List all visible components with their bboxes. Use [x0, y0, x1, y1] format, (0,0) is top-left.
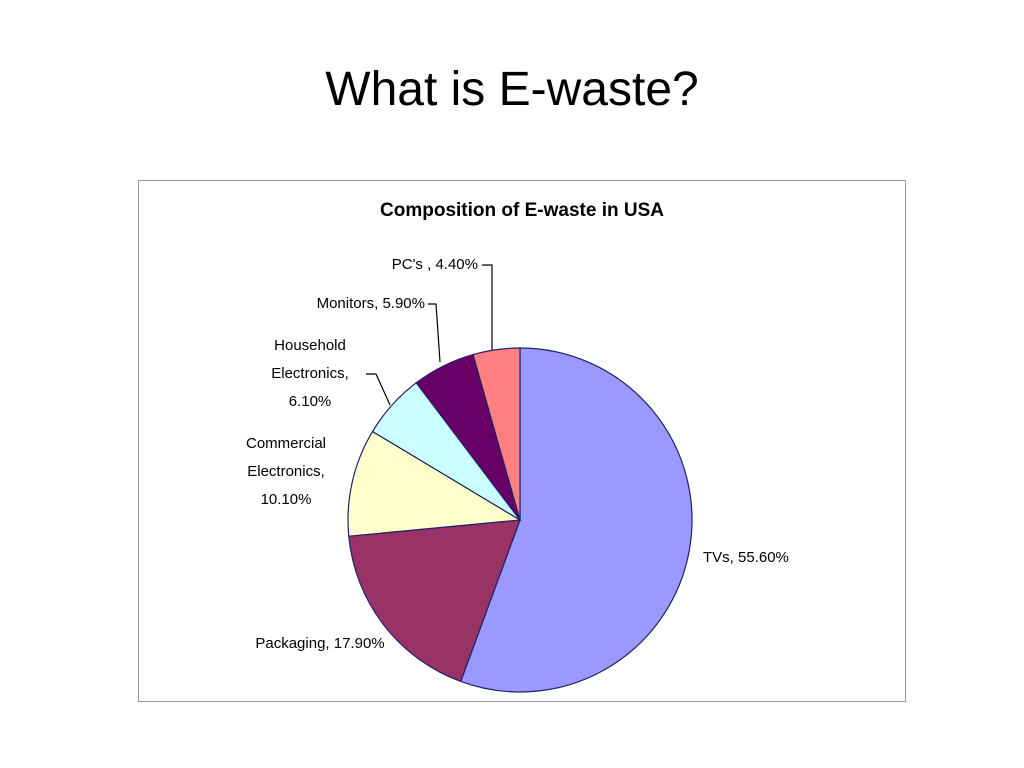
- pie-slice: [472, 347, 521, 521]
- category-label: TVs,: [703, 549, 734, 566]
- category-label: Household Electronics,: [271, 337, 349, 382]
- pie-slice: [459, 347, 693, 693]
- leader-lines: [366, 264, 493, 406]
- chart-title: Composition of E-waste in USA: [380, 200, 664, 221]
- slide-title: What is E-waste?: [325, 63, 699, 116]
- category-label: Monitors,: [316, 295, 379, 312]
- category-label: Commercial Electronics,: [245, 435, 326, 480]
- data-label: Packaging, 17.90%: [255, 630, 385, 658]
- category-label: PC's ,: [391, 256, 432, 273]
- value-label: 10.10%: [260, 491, 312, 508]
- data-label: Monitors, 5.90%: [245, 290, 425, 318]
- leader-line: [428, 303, 441, 363]
- chart-frame: [138, 180, 906, 702]
- data-label: Commercial Electronics, 10.10%: [230, 430, 342, 514]
- data-label: Household Electronics, 6.10%: [255, 332, 365, 416]
- value-label: 4.40%: [435, 256, 478, 273]
- value-label: 55.60%: [738, 549, 789, 566]
- value-label: 6.10%: [288, 393, 332, 410]
- data-label: PC's , 4.40%: [300, 251, 478, 279]
- value-label: 5.90%: [382, 295, 425, 312]
- category-label: Packaging,: [255, 635, 330, 652]
- value-label: 17.90%: [333, 635, 385, 652]
- data-label: TVs, 55.60%: [703, 544, 853, 572]
- pie-slice: [348, 519, 521, 683]
- leader-line: [366, 373, 391, 406]
- leader-line: [482, 264, 493, 352]
- pie-slice: [347, 430, 522, 537]
